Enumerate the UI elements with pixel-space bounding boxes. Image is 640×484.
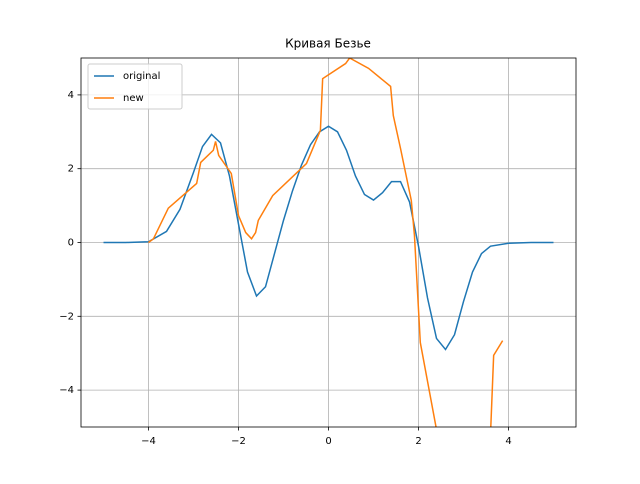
axes-frame — [80, 57, 577, 428]
legend-label: original — [123, 71, 160, 82]
x-tick-label: 2 — [415, 436, 421, 447]
x-tick-label: −4 — [141, 436, 156, 447]
y-tick-label: 2 — [68, 164, 74, 175]
y-tick-label: −2 — [59, 311, 74, 322]
line — [103, 125, 554, 351]
x-tick-label: 0 — [325, 436, 331, 447]
y-tick-label: 4 — [68, 90, 74, 101]
x-tick-label: −2 — [231, 436, 246, 447]
y-tick-label: −4 — [59, 385, 74, 396]
x-tick-label: 4 — [505, 436, 511, 447]
legend-label: new — [123, 93, 144, 104]
plot-area — [103, 58, 554, 427]
y-tick-label: 0 — [68, 238, 74, 249]
line — [148, 58, 504, 427]
chart-title: Кривая Безье — [285, 37, 371, 51]
